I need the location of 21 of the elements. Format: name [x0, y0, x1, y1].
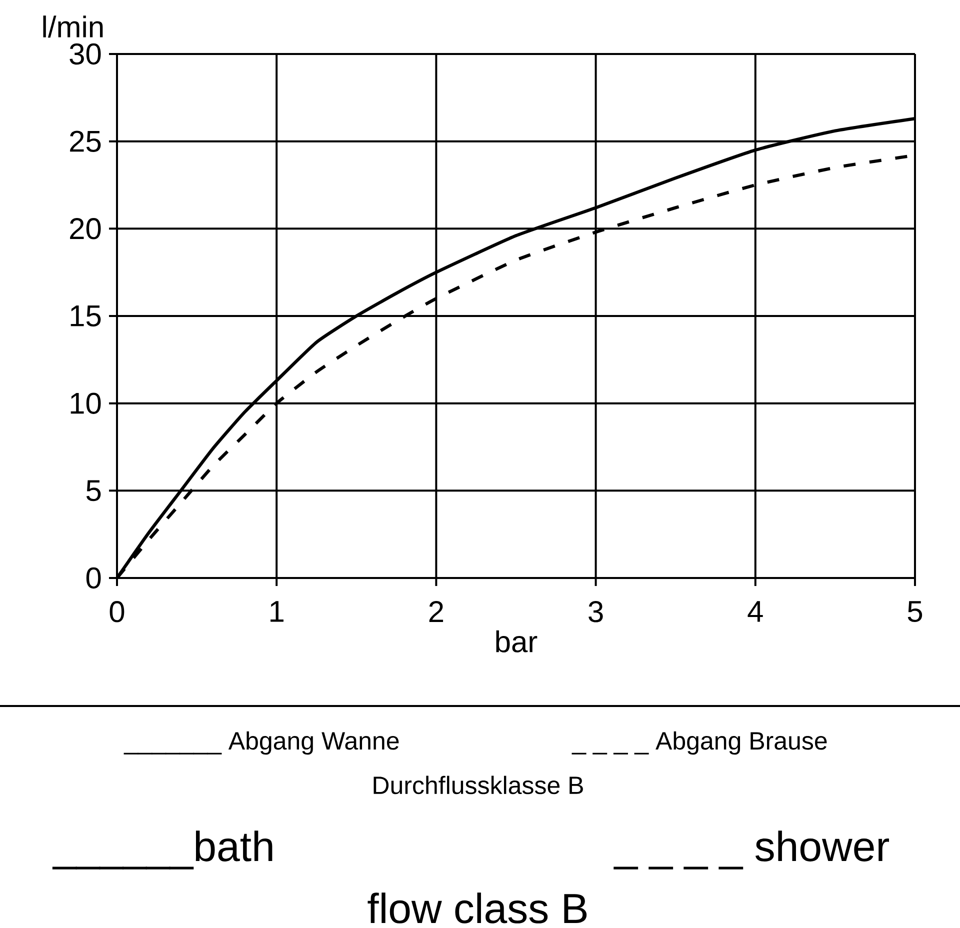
text: flow class B: [368, 892, 587, 924]
x-tick-label: 3: [588, 601, 603, 622]
y-tick-label: 25: [70, 130, 101, 152]
x-tick-label: 1: [270, 601, 284, 622]
y-tick-label: 30: [70, 43, 101, 65]
y-tick-label: 20: [70, 218, 101, 240]
x-tick-label: 0: [110, 601, 124, 622]
text: _ _ _ _ Abgang Brause: [572, 731, 827, 755]
y-tick-label: 10: [70, 392, 101, 414]
x-axis-title: bar: [496, 630, 538, 652]
x-tick-label: 2: [429, 601, 444, 622]
x-tick-label: 5: [908, 601, 922, 622]
y-tick-label: 15: [70, 306, 101, 326]
text: ______bath: [52, 830, 272, 870]
text: _______ Abgang Wanne: [124, 731, 399, 755]
text: _ _ _ _ shower: [614, 830, 889, 870]
y-tick-label: 0: [86, 567, 101, 589]
y-tick-label: 5: [86, 480, 101, 502]
text: Durchflussklasse B: [374, 776, 583, 794]
y-axis-title: l/min: [43, 16, 103, 38]
x-tick-label: 4: [748, 601, 763, 622]
